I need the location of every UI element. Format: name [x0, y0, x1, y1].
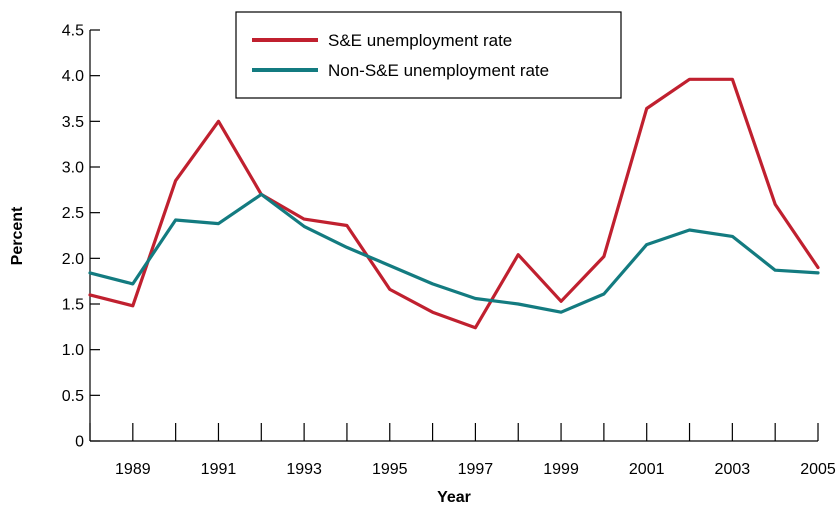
x-tick-label: 1997 — [458, 461, 494, 478]
x-tick-label: 2001 — [629, 461, 665, 478]
y-tick-label: 1.0 — [62, 342, 84, 359]
x-tick-label: 2005 — [800, 461, 836, 478]
series-line-se — [88, 77, 820, 330]
x-axis-title: Year — [437, 489, 471, 506]
y-tick-label: 3.5 — [62, 114, 84, 131]
x-tick-label: 1999 — [543, 461, 579, 478]
series-layer — [88, 77, 820, 330]
legend-label-non-se: Non-S&E unemployment rate — [328, 61, 549, 80]
axes: 0 0.5 1.0 1.5 2.0 2.5 3.0 3.5 4.0 4.5 1989 1991 1993… — [62, 23, 836, 479]
legend-label-se: S&E unemployment rate — [328, 31, 512, 50]
y-tick-label: 0.5 — [62, 388, 84, 405]
y-tick-label: 4.5 — [62, 23, 84, 40]
y-tick-label: 1.5 — [62, 297, 84, 314]
x-tick-label: 1995 — [372, 461, 408, 478]
y-axis-title: Percent — [9, 206, 26, 265]
y-tick-label: 3.0 — [62, 160, 84, 177]
x-tick-label: 2003 — [715, 461, 751, 478]
y-tick-label: 2.0 — [62, 251, 84, 268]
y-tick-label: 4.0 — [62, 68, 84, 85]
x-tick-label: 1989 — [115, 461, 151, 478]
x-tick-label: 1991 — [201, 461, 237, 478]
y-tick-label: 2.5 — [62, 205, 84, 222]
series-line-non-se — [88, 192, 820, 314]
legend: S&E unemployment rate Non-S&E unemployme… — [235, 11, 622, 99]
x-tick-label: 1993 — [286, 461, 322, 478]
y-tick-label: 0 — [75, 434, 84, 451]
legend-box — [235, 11, 622, 99]
